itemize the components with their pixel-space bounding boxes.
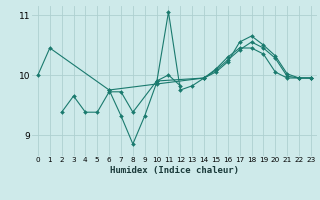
X-axis label: Humidex (Indice chaleur): Humidex (Indice chaleur) [110,166,239,175]
